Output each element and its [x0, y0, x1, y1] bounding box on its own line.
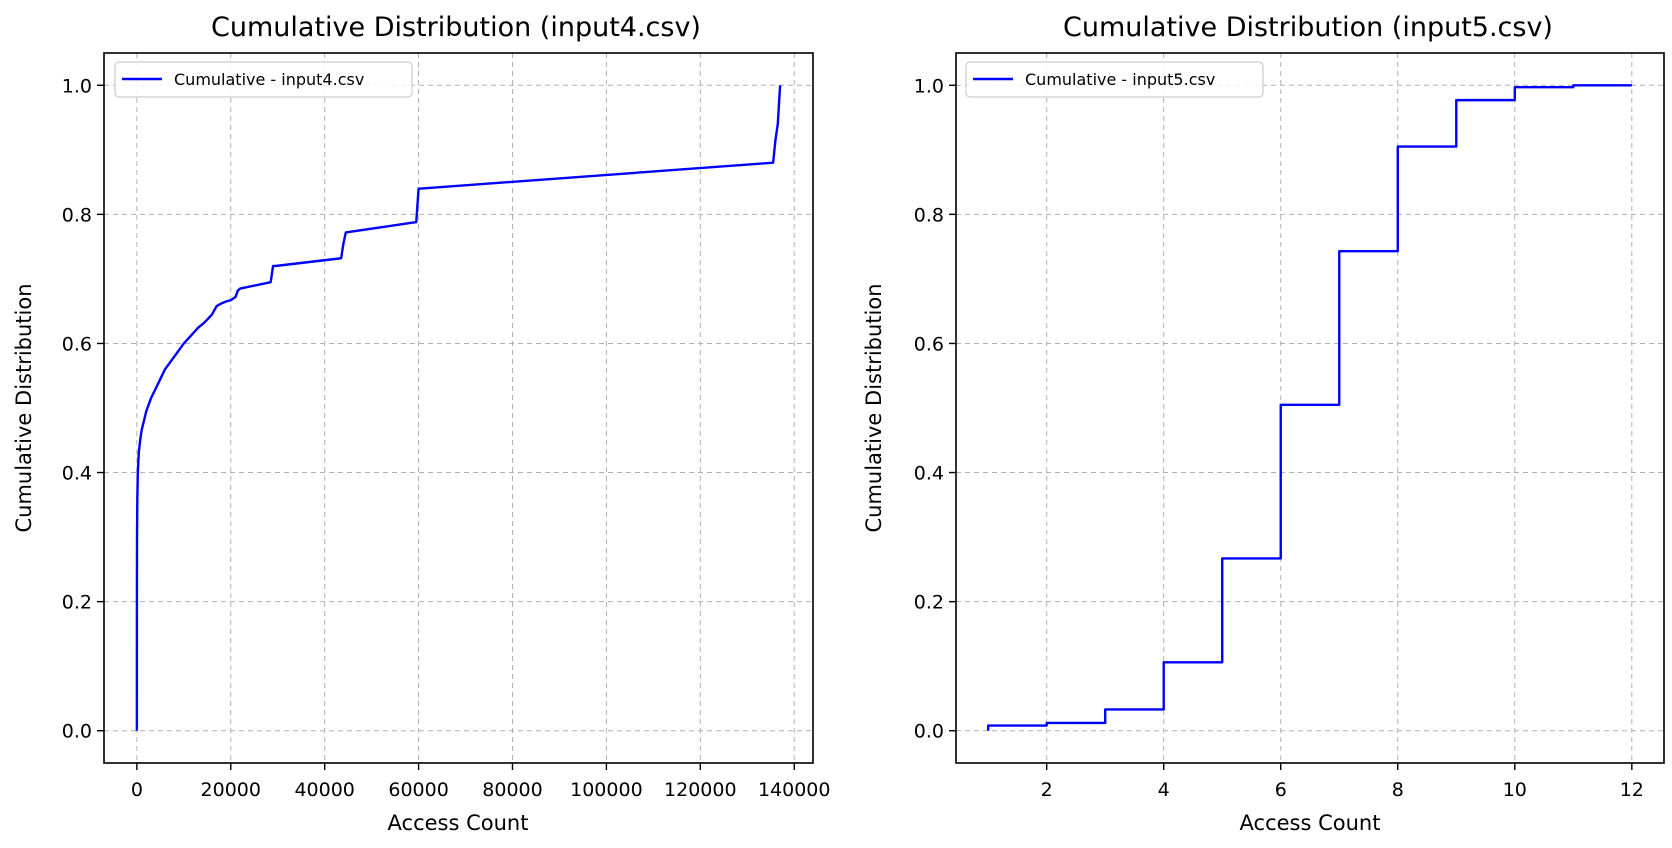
x-ticks: 2 4 6 8 10 12 — [1041, 763, 1644, 801]
x-tick-label: 0 — [131, 779, 143, 801]
y-tick-label: 0.8 — [914, 204, 944, 226]
plot-frame — [103, 52, 814, 764]
chart-left: Cumulative Distribution (input4.csv) 0 20… — [12, 12, 830, 835]
x-tick-label: 10 — [1503, 779, 1527, 801]
legend: Cumulative - input4.csv — [114, 61, 413, 98]
y-tick-label: 1.0 — [914, 75, 944, 97]
legend-label: Cumulative - input5.csv — [1025, 70, 1215, 89]
y-tick-label: 0.4 — [914, 463, 944, 485]
y-tick-label: 1.0 — [62, 75, 92, 97]
x-tick-label: 100000 — [570, 779, 643, 801]
legend-box — [965, 61, 1264, 98]
x-tick-label: 40000 — [294, 779, 354, 801]
x-tick-label: 80000 — [482, 779, 542, 801]
chart-right: Cumulative Distribution (input5.csv) 2 4 6… — [862, 12, 1665, 835]
y-tick-label: 0.0 — [914, 721, 944, 743]
x-axis-label: Access Count — [388, 811, 529, 835]
series-lines — [986, 84, 1632, 731]
y-tick-label: 0.4 — [62, 463, 92, 485]
y-tick-label: 0.6 — [914, 333, 944, 355]
y-ticks: 0.0 0.2 0.4 0.6 0.8 1.0 — [62, 75, 104, 743]
chart-title: Cumulative Distribution (input4.csv) — [211, 12, 701, 43]
y-ticks: 0.0 0.2 0.4 0.6 0.8 1.0 — [914, 75, 956, 743]
x-tick-label: 20000 — [201, 779, 261, 801]
x-tick-label: 140000 — [758, 779, 831, 801]
series-line — [986, 84, 1632, 731]
y-tick-label: 0.2 — [62, 592, 92, 614]
x-tick-label: 12 — [1620, 779, 1644, 801]
grid-lines — [104, 53, 813, 763]
series-lines — [135, 85, 782, 731]
legend-label: Cumulative - input4.csv — [174, 70, 364, 89]
chart-title: Cumulative Distribution (input5.csv) — [1063, 12, 1553, 43]
plot-frame — [955, 52, 1665, 764]
x-ticks: 0 20000 40000 60000 80000 100000 120000 140000 — [131, 763, 831, 801]
x-tick-label: 120000 — [664, 779, 737, 801]
legend: Cumulative - input5.csv — [965, 61, 1264, 98]
y-tick-label: 0.8 — [62, 204, 92, 226]
x-tick-label: 4 — [1158, 779, 1170, 801]
series-line — [135, 85, 782, 731]
grid-lines — [956, 53, 1664, 763]
x-tick-label: 8 — [1392, 779, 1404, 801]
y-axis-label: Cumulative Distribution — [862, 283, 886, 532]
x-tick-label: 2 — [1041, 779, 1053, 801]
y-axis-label: Cumulative Distribution — [12, 283, 36, 532]
legend-box — [114, 61, 413, 98]
x-axis-label: Access Count — [1240, 811, 1381, 835]
y-tick-label: 0.6 — [62, 333, 92, 355]
x-tick-label: 60000 — [388, 779, 448, 801]
y-tick-label: 0.2 — [914, 592, 944, 614]
y-tick-label: 0.0 — [62, 721, 92, 743]
x-tick-label: 6 — [1275, 779, 1287, 801]
